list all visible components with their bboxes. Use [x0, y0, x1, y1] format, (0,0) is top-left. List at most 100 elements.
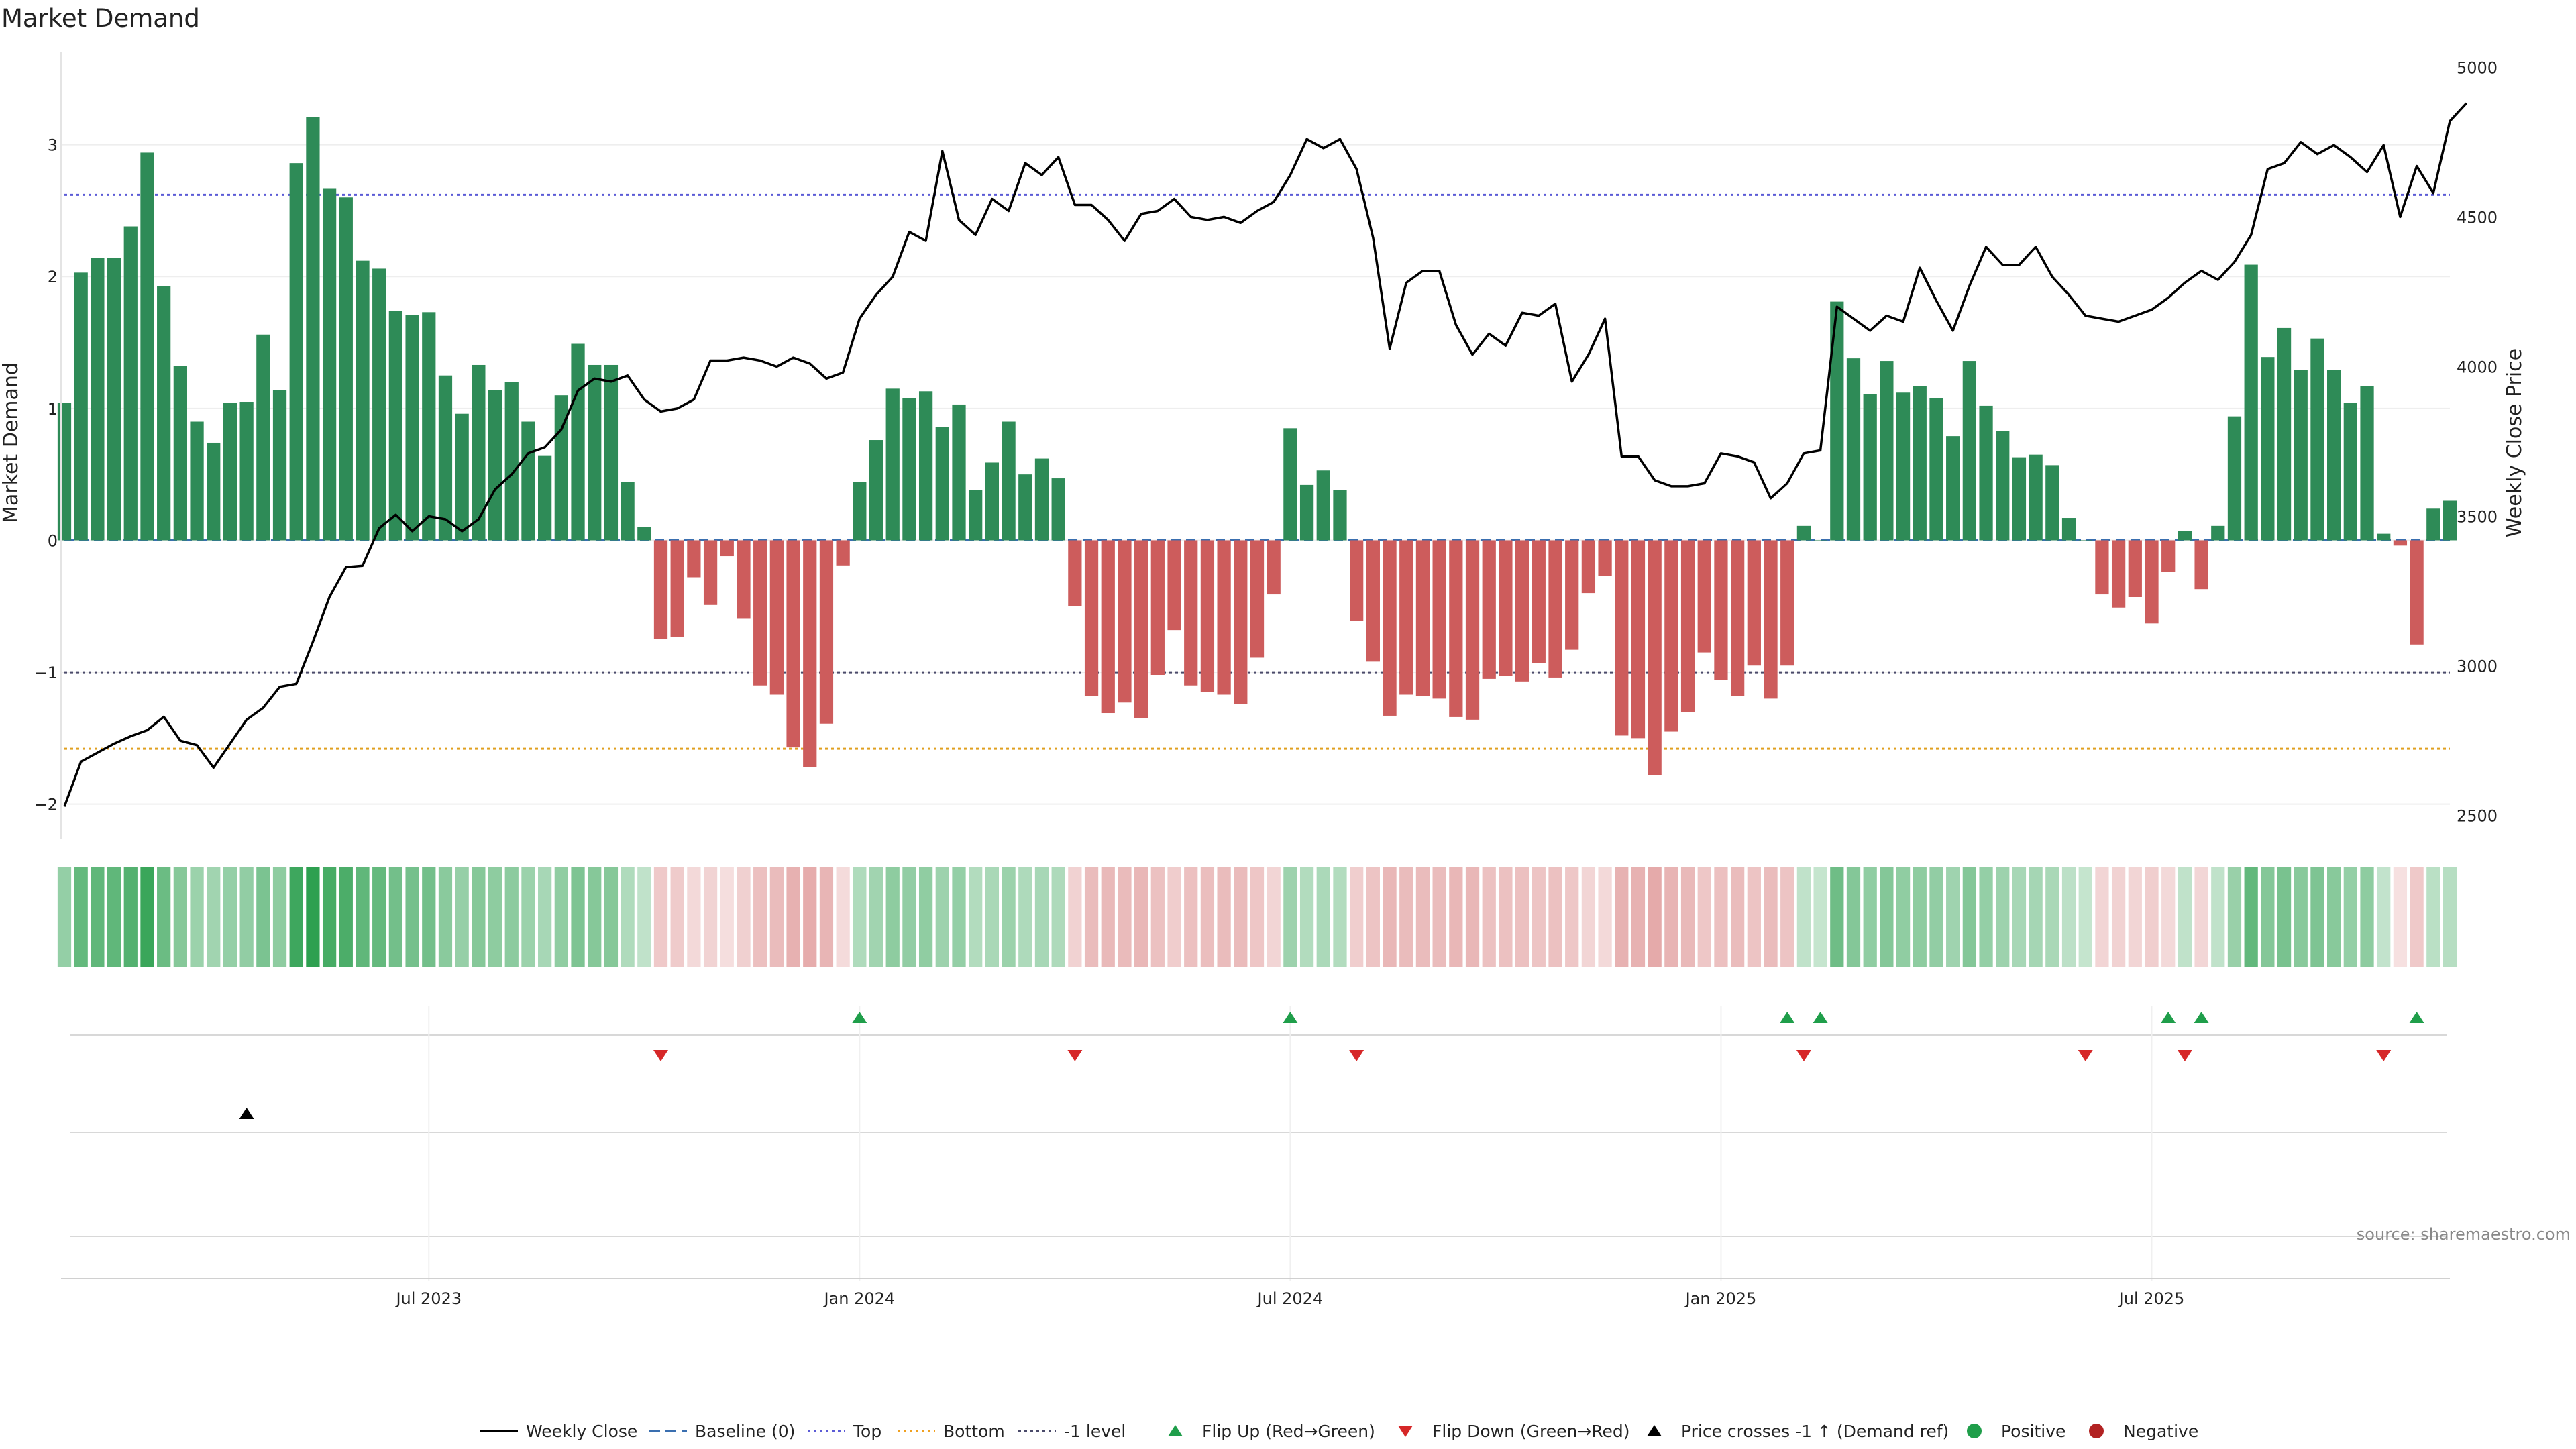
demand-bar: [1366, 540, 1380, 662]
heat-cell: [57, 867, 72, 967]
demand-bar: [372, 268, 386, 541]
heat-cell: [2045, 867, 2059, 967]
heat-cell: [2426, 867, 2440, 967]
heat-cell: [2393, 867, 2408, 967]
heat-cell: [1432, 867, 1446, 967]
heat-cell: [207, 867, 221, 967]
y-tick-label: 2: [48, 268, 58, 286]
heat-cell: [637, 867, 651, 967]
demand-bar: [2393, 540, 2408, 546]
demand-bar: [1615, 540, 1629, 736]
x-tick-label: Jan 2025: [1684, 1289, 1757, 1308]
flip-up-marker: [2194, 1012, 2209, 1023]
heat-cell: [2377, 867, 2391, 967]
demand-bar: [2211, 525, 2225, 541]
heat-cell: [1515, 867, 1529, 967]
heat-cell: [2294, 867, 2308, 967]
heat-cell: [1051, 867, 1065, 967]
demand-bar: [2045, 465, 2059, 541]
heat-cell: [985, 867, 1000, 967]
demand-bar: [1167, 540, 1181, 631]
demand-bar: [2078, 540, 2092, 541]
demand-bar: [786, 540, 800, 748]
demand-bar: [969, 490, 983, 541]
demand-bar: [2360, 386, 2374, 541]
demand-bar: [902, 398, 916, 541]
demand-bar: [57, 402, 72, 541]
legend-swatch: [1168, 1425, 1183, 1436]
heat-cell: [455, 867, 469, 967]
demand-bar: [720, 540, 734, 557]
heat-cell: [1150, 867, 1165, 967]
demand-bar: [1714, 540, 1728, 680]
heat-cell: [1929, 867, 1943, 967]
demand-bar: [438, 375, 453, 541]
heat-cell: [422, 867, 436, 967]
demand-bar: [2145, 540, 2159, 624]
price-cross-marker: [239, 1108, 254, 1119]
demand-bar: [869, 440, 883, 541]
demand-bar: [1399, 540, 1413, 695]
flip-down-marker: [1349, 1050, 1364, 1061]
demand-bar: [2061, 518, 2076, 541]
demand-bar: [289, 163, 303, 541]
heat-cell: [2244, 867, 2258, 967]
demand-bar: [1101, 540, 1115, 714]
x-tick-label: Jul 2023: [394, 1289, 462, 1308]
demand-bar: [1383, 540, 1397, 716]
heat-cell: [223, 867, 237, 967]
demand-bar: [1084, 540, 1099, 696]
heat-cell: [173, 867, 187, 967]
heat-cell: [969, 867, 983, 967]
y2-tick-label: 4500: [2457, 208, 2498, 227]
heat-cell: [1217, 867, 1231, 967]
demand-bar: [504, 382, 519, 541]
demand-bar: [107, 258, 121, 541]
heat-cell: [918, 867, 933, 967]
heat-cell: [1615, 867, 1629, 967]
demand-bar: [2029, 454, 2043, 541]
legend-label: Bottom: [943, 1421, 1005, 1441]
legend-label: Weekly Close: [526, 1421, 637, 1441]
demand-bar: [1796, 525, 1811, 541]
demand-bar: [1333, 490, 1347, 541]
demand-bar: [1316, 470, 1330, 541]
heat-cell: [1299, 867, 1314, 967]
heat-cell: [538, 867, 552, 967]
demand-bar: [1846, 358, 1861, 541]
demand-bar: [2261, 357, 2275, 541]
heat-cell: [1830, 867, 1844, 967]
heat-cell: [836, 867, 850, 967]
demand-bar: [2327, 370, 2341, 541]
demand-bar: [1515, 540, 1529, 682]
legend-label: Negative: [2123, 1421, 2198, 1441]
demand-bar: [1581, 540, 1596, 594]
demand-bar: [952, 404, 966, 541]
demand-bar: [1432, 540, 1446, 699]
demand-bar: [488, 390, 502, 541]
heat-cell: [1913, 867, 1927, 967]
heat-cell: [1283, 867, 1297, 967]
demand-bar: [173, 366, 187, 541]
heat-cell: [1996, 867, 2010, 967]
demand-bar: [157, 286, 171, 541]
demand-bar: [737, 540, 751, 619]
demand-bar: [2310, 338, 2324, 541]
heat-cell: [2410, 867, 2424, 967]
demand-bar: [306, 117, 320, 541]
heat-cell: [621, 867, 635, 967]
demand-bar: [1200, 540, 1215, 692]
heat-cell: [1018, 867, 1032, 967]
heat-cell: [2178, 867, 2192, 967]
demand-bar: [1764, 540, 1778, 699]
demand-bar: [670, 540, 684, 637]
heat-cell: [1366, 867, 1380, 967]
heat-cell: [2012, 867, 2027, 967]
demand-bar: [2012, 457, 2027, 541]
y-tick-label: 0: [48, 531, 58, 550]
demand-bar: [2111, 540, 2126, 608]
legend-label: -1 level: [1064, 1421, 1126, 1441]
heat-cell: [2128, 867, 2142, 967]
heat-cell: [2211, 867, 2225, 967]
